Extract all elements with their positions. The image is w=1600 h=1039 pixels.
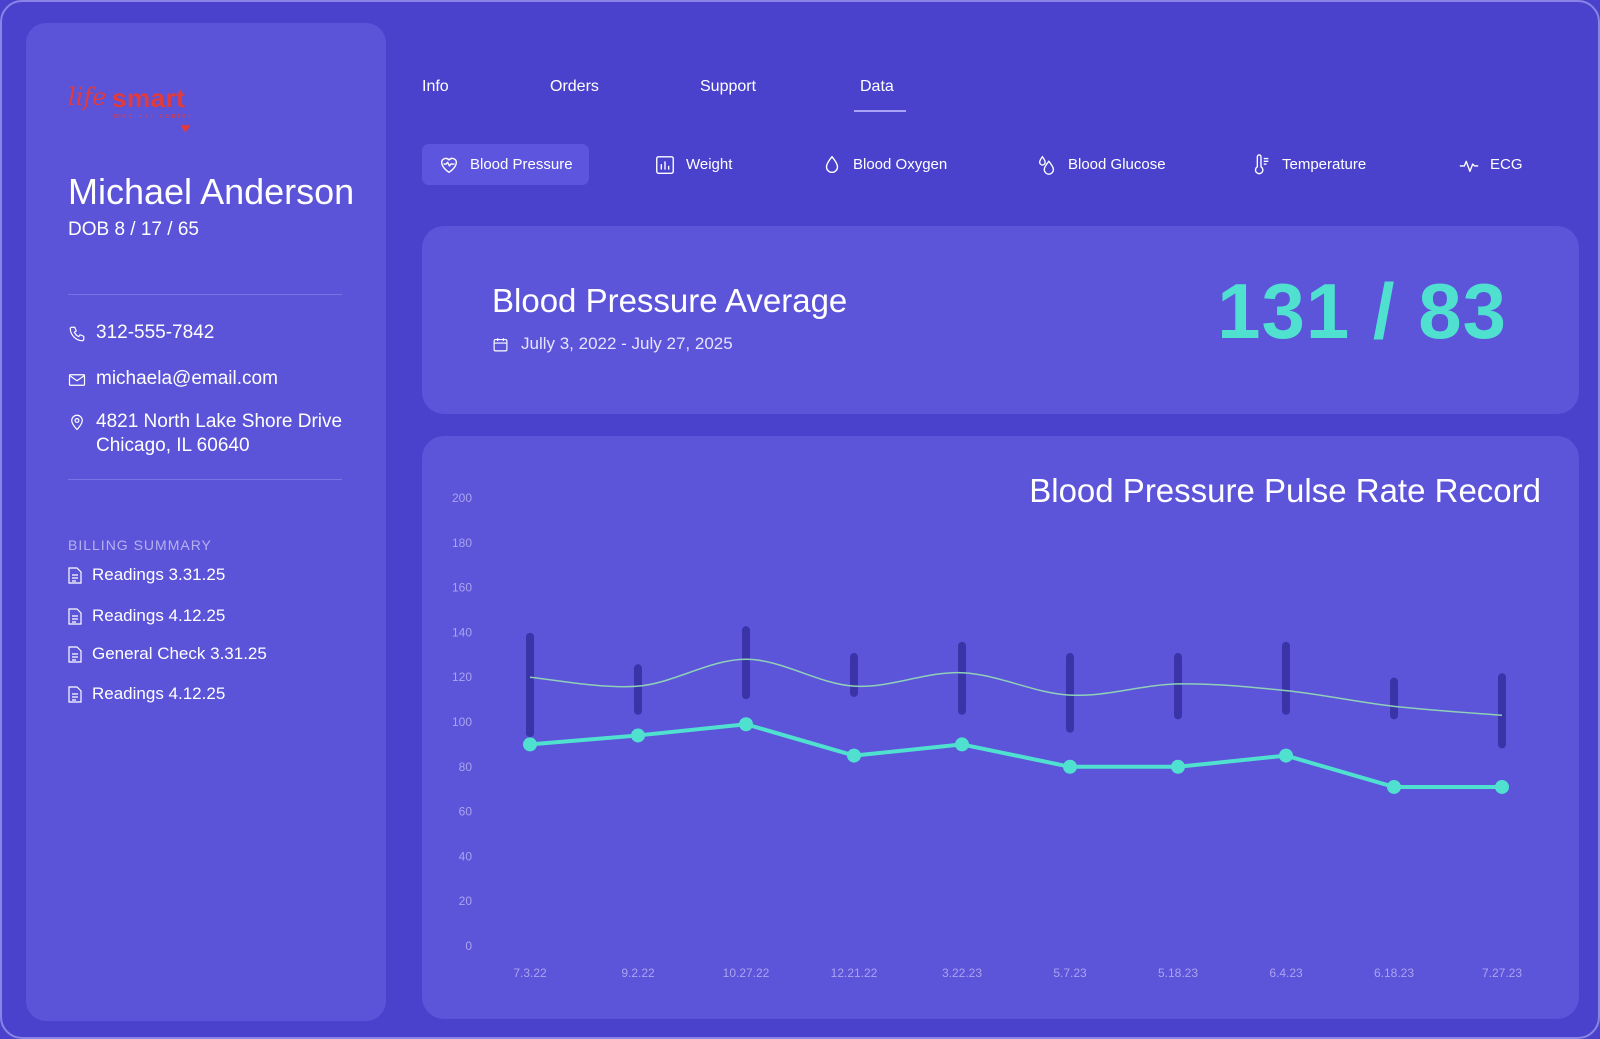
data-point [955, 737, 969, 752]
phone-contact[interactable]: 312-555-7842 [68, 322, 214, 344]
x-tick-label: 7.3.22 [513, 966, 547, 980]
blood-pressure-average-card: Blood Pressure Average Jully 3, 2022 - J… [422, 226, 1579, 414]
billing-item[interactable]: Readings 3.31.25 [68, 565, 225, 585]
date-range[interactable]: Jully 3, 2022 - July 27, 2025 [492, 334, 733, 354]
billing-item[interactable]: Readings 4.12.25 [68, 606, 225, 626]
document-icon [68, 566, 82, 584]
average-title: Blood Pressure Average [492, 282, 848, 319]
y-tick-label: 160 [452, 581, 472, 595]
series-line-thin [529, 658, 1503, 717]
metric-tab-label: Blood Pressure [470, 156, 573, 173]
document-icon [68, 685, 82, 703]
email-contact[interactable]: michaela@email.com [68, 368, 278, 390]
bar-chart-icon [656, 155, 674, 174]
y-tick-label: 180 [452, 536, 472, 550]
metric-tab-blood-oxygen[interactable]: Blood Oxygen [805, 144, 963, 185]
x-tick-label: 5.7.23 [1053, 966, 1087, 980]
y-tick-label: 40 [459, 849, 473, 863]
pulse-icon [1459, 160, 1479, 172]
billing-item-label: General Check 3.31.25 [92, 644, 267, 663]
data-point [1171, 759, 1185, 774]
y-tick-label: 100 [452, 715, 472, 729]
patient-sidebar: life smart medical center ♥ Michael Ande… [26, 23, 386, 1021]
document-icon [68, 645, 82, 663]
address-line-2: Chicago, IL 60640 [96, 435, 250, 456]
drops-icon [1038, 155, 1055, 175]
email-address: michaela@email.com [96, 368, 278, 389]
pulse-rate-chart: 0 20 40 60 80 100 120 140 160 180 200 7.3.22 9.2.22 1… [452, 491, 1522, 980]
y-tick-label: 0 [465, 939, 472, 953]
billing-item-label: Readings 3.31.25 [92, 565, 226, 584]
y-tick-label: 20 [459, 894, 473, 908]
metric-tab-temperature[interactable]: Temperature [1234, 144, 1382, 185]
heart-icon [440, 157, 458, 173]
y-tick-label: 140 [452, 625, 472, 639]
billing-item-label: Readings 4.12.25 [92, 606, 226, 625]
billing-summary-heading: BILLING SUMMARY [68, 537, 212, 553]
data-point [1063, 759, 1077, 774]
document-icon [68, 607, 82, 625]
metric-tab-label: Blood Oxygen [853, 156, 948, 173]
phone-icon [69, 326, 85, 342]
x-tick-label: 7.27.23 [1482, 966, 1522, 980]
y-tick-label: 60 [459, 805, 473, 819]
y-tick-label: 120 [452, 670, 472, 684]
x-tick-label: 9.2.22 [621, 966, 655, 980]
y-tick-label: 80 [459, 760, 473, 774]
data-point [1495, 779, 1509, 794]
drop-icon [825, 155, 839, 173]
x-tick-label: 12.21.22 [831, 966, 878, 980]
metric-tab-label: Weight [686, 156, 733, 173]
logo-subtitle: medical center [114, 113, 194, 120]
billing-item[interactable]: Readings 4.12.25 [68, 684, 225, 704]
phone-number: 312-555-7842 [96, 322, 215, 343]
mail-icon [68, 374, 86, 386]
patient-name: Michael Anderson [68, 171, 355, 212]
tab-data[interactable]: Data [854, 78, 906, 112]
x-tick-label: 5.18.23 [1158, 966, 1198, 980]
metric-tab-weight[interactable]: Weight [638, 144, 748, 185]
tab-support[interactable]: Support [700, 78, 757, 95]
sidebar-divider [68, 479, 342, 480]
data-point [1279, 748, 1293, 763]
brand-logo: life smart medical center ♥ [68, 83, 218, 158]
metric-tab-label: Blood Glucose [1068, 156, 1166, 173]
data-point [847, 748, 861, 763]
x-tick-label: 6.4.23 [1269, 966, 1303, 980]
metric-tab-label: Temperature [1282, 156, 1367, 173]
billing-item-label: Readings 4.12.25 [92, 684, 226, 703]
data-point [1387, 779, 1401, 794]
billing-item[interactable]: General Check 3.31.25 [68, 644, 267, 664]
data-point [523, 737, 537, 752]
address-line-1: 4821 North Lake Shore Drive [96, 411, 343, 432]
address-contact[interactable]: 4821 North Lake Shore Drive Chicago, IL … [68, 410, 342, 458]
patient-dob: DOB 8 / 17 / 65 [68, 219, 199, 240]
location-pin-icon [71, 414, 83, 431]
x-tick-label: 10.27.22 [723, 966, 770, 980]
date-range-text: Jully 3, 2022 - July 27, 2025 [521, 334, 733, 353]
logo-smart-text: smart [112, 83, 186, 113]
chart-title: Blood Pressure Pulse Rate Record [1029, 472, 1541, 509]
tab-orders[interactable]: Orders [550, 78, 599, 95]
data-point [631, 728, 645, 743]
metric-tab-label: ECG [1490, 156, 1523, 173]
y-tick-label: 200 [452, 491, 472, 505]
pulse-rate-chart-card: Blood Pressure Pulse Rate Record 0 20 40 60… [422, 436, 1579, 1019]
thermometer-icon [1254, 153, 1269, 174]
metric-tab-blood-pressure[interactable]: Blood Pressure [422, 144, 589, 185]
data-point [739, 717, 753, 732]
logo-heart-icon: ♥ [181, 120, 190, 137]
x-tick-label: 6.18.23 [1374, 966, 1414, 980]
calendar-icon [493, 337, 508, 351]
metric-tab-ecg[interactable]: ECG [1442, 144, 1539, 185]
tab-info[interactable]: Info [422, 78, 449, 95]
average-value: 131 / 83 [1217, 267, 1507, 355]
metric-tab-blood-glucose[interactable]: Blood Glucose [1020, 144, 1182, 185]
logo-life-text: life [68, 83, 107, 111]
series-line-thick [529, 722, 1502, 789]
x-tick-label: 3.22.23 [942, 966, 982, 980]
sidebar-divider [68, 294, 342, 295]
